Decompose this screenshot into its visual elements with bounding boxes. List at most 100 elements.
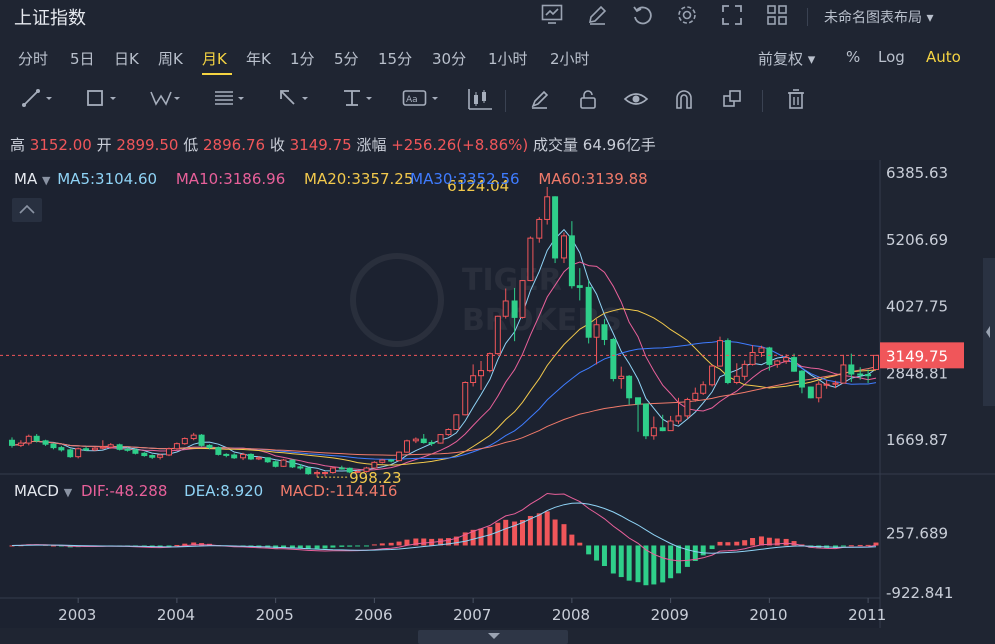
macd-bar (660, 545, 666, 583)
fullscreen-icon[interactable] (720, 4, 744, 28)
chart-line-icon[interactable] (540, 4, 564, 28)
candle-body (371, 461, 378, 469)
candle-body (700, 384, 707, 394)
macd-bar (758, 536, 764, 546)
grid-layout-icon[interactable] (765, 4, 789, 28)
candle-body (470, 375, 477, 384)
percent-toggle[interactable]: % (846, 48, 861, 66)
magnet-icon[interactable] (666, 88, 702, 114)
candle-body (724, 340, 731, 384)
macd-bar (725, 542, 731, 546)
candle-body (527, 237, 534, 282)
layers-icon[interactable] (714, 88, 750, 114)
rectangle-icon[interactable] (84, 88, 120, 114)
macd-bar (470, 529, 476, 546)
text-icon[interactable] (340, 88, 376, 114)
candle-body (157, 454, 164, 458)
candle-body (83, 448, 90, 451)
eye-icon[interactable] (618, 88, 654, 114)
macd-bar (297, 545, 303, 549)
close-value: 3149.75 (289, 136, 352, 154)
candle-body (445, 429, 452, 436)
period-tab-daily[interactable]: 日K (114, 50, 139, 68)
macd-bar (347, 545, 353, 547)
macd-bar (865, 544, 871, 546)
candle-body (684, 398, 691, 417)
period-tab-intraday[interactable]: 分时 (18, 50, 49, 68)
x-tick-label: 2008 (552, 606, 590, 624)
x-tick-label: 2005 (256, 606, 294, 624)
period-tab-5d[interactable]: 5日 (70, 50, 95, 68)
gear-icon[interactable] (675, 4, 699, 28)
macd-bar (495, 522, 501, 546)
log-toggle[interactable]: Log (878, 48, 905, 66)
macd-bar (561, 524, 567, 546)
macd-bar (421, 538, 427, 546)
period-tab-yearly[interactable]: 年K (246, 50, 271, 68)
macd-bar (322, 545, 328, 549)
candle-body (659, 427, 666, 432)
x-tick-label: 2003 (58, 606, 96, 624)
candle-body (494, 315, 501, 355)
layout-dropdown[interactable]: 未命名图表布局 ▾ (824, 7, 933, 27)
macd-bar (569, 534, 575, 546)
period-tab-15m[interactable]: 15分 (378, 50, 413, 68)
period-tab-1m[interactable]: 1分 (290, 50, 315, 68)
period-tab-monthly[interactable]: 月K (202, 50, 227, 68)
macd-bar (330, 545, 336, 548)
chevron-down-icon: ▾ (926, 10, 934, 26)
arrow-icon[interactable] (276, 88, 312, 114)
candle-body (50, 443, 57, 449)
macd-bar (750, 538, 756, 546)
candle-body (642, 403, 649, 437)
candle-body (618, 375, 625, 380)
macd-bar (668, 545, 674, 579)
period-tab-30m[interactable]: 30分 (432, 50, 467, 68)
candle-body (255, 457, 262, 460)
low-annotation: 998.23 (349, 469, 402, 487)
candle-body (626, 375, 633, 399)
adjust-dropdown[interactable]: 前复权 ▾ (758, 48, 815, 69)
macd-bar (618, 545, 624, 578)
ma5-line (11, 228, 877, 472)
period-tab-1h[interactable]: 1小时 (488, 50, 528, 68)
undo-icon[interactable] (630, 4, 654, 28)
trend-line-icon[interactable] (20, 88, 56, 114)
candle-body (536, 218, 543, 239)
label-icon[interactable]: Aa (402, 88, 438, 114)
low-value: 2896.76 (203, 136, 266, 154)
y-tick-label: 1669.87 (886, 431, 948, 449)
candle-body (124, 448, 131, 451)
auto-toggle[interactable]: Auto (926, 48, 961, 66)
candle-body (428, 442, 435, 445)
macd-bar (487, 526, 493, 546)
candle-body (544, 196, 551, 220)
trash-icon[interactable] (778, 88, 814, 114)
macd-bar (50, 545, 56, 547)
fib-icon[interactable] (212, 88, 248, 114)
close-label: 收 (269, 136, 285, 154)
wave-icon[interactable] (148, 88, 184, 114)
period-tab-2h[interactable]: 2小时 (550, 50, 590, 68)
macd-bar (742, 540, 748, 546)
collapse-button[interactable] (12, 198, 42, 222)
macd-y-tick-label: -922.841 (886, 584, 953, 602)
svg-text:TIGER: TIGER (462, 263, 562, 298)
macd-bar (791, 541, 797, 546)
candle-body (815, 383, 822, 399)
macd-bar (305, 545, 311, 549)
edit-icon[interactable] (585, 4, 609, 28)
period-tab-weekly[interactable]: 周K (158, 50, 183, 68)
candle-body (774, 360, 781, 365)
period-tab-5m[interactable]: 5分 (334, 50, 359, 68)
page-title: 上证指数 (14, 8, 86, 29)
brush-icon[interactable] (522, 88, 558, 114)
lock-icon[interactable] (570, 88, 606, 114)
candle-icon[interactable] (462, 88, 498, 114)
candle-body (593, 324, 600, 338)
macd-bar (355, 545, 361, 547)
macd-bar (363, 545, 369, 547)
watermark: TIGER BROKERS (350, 253, 622, 347)
macd-bar (709, 545, 715, 550)
